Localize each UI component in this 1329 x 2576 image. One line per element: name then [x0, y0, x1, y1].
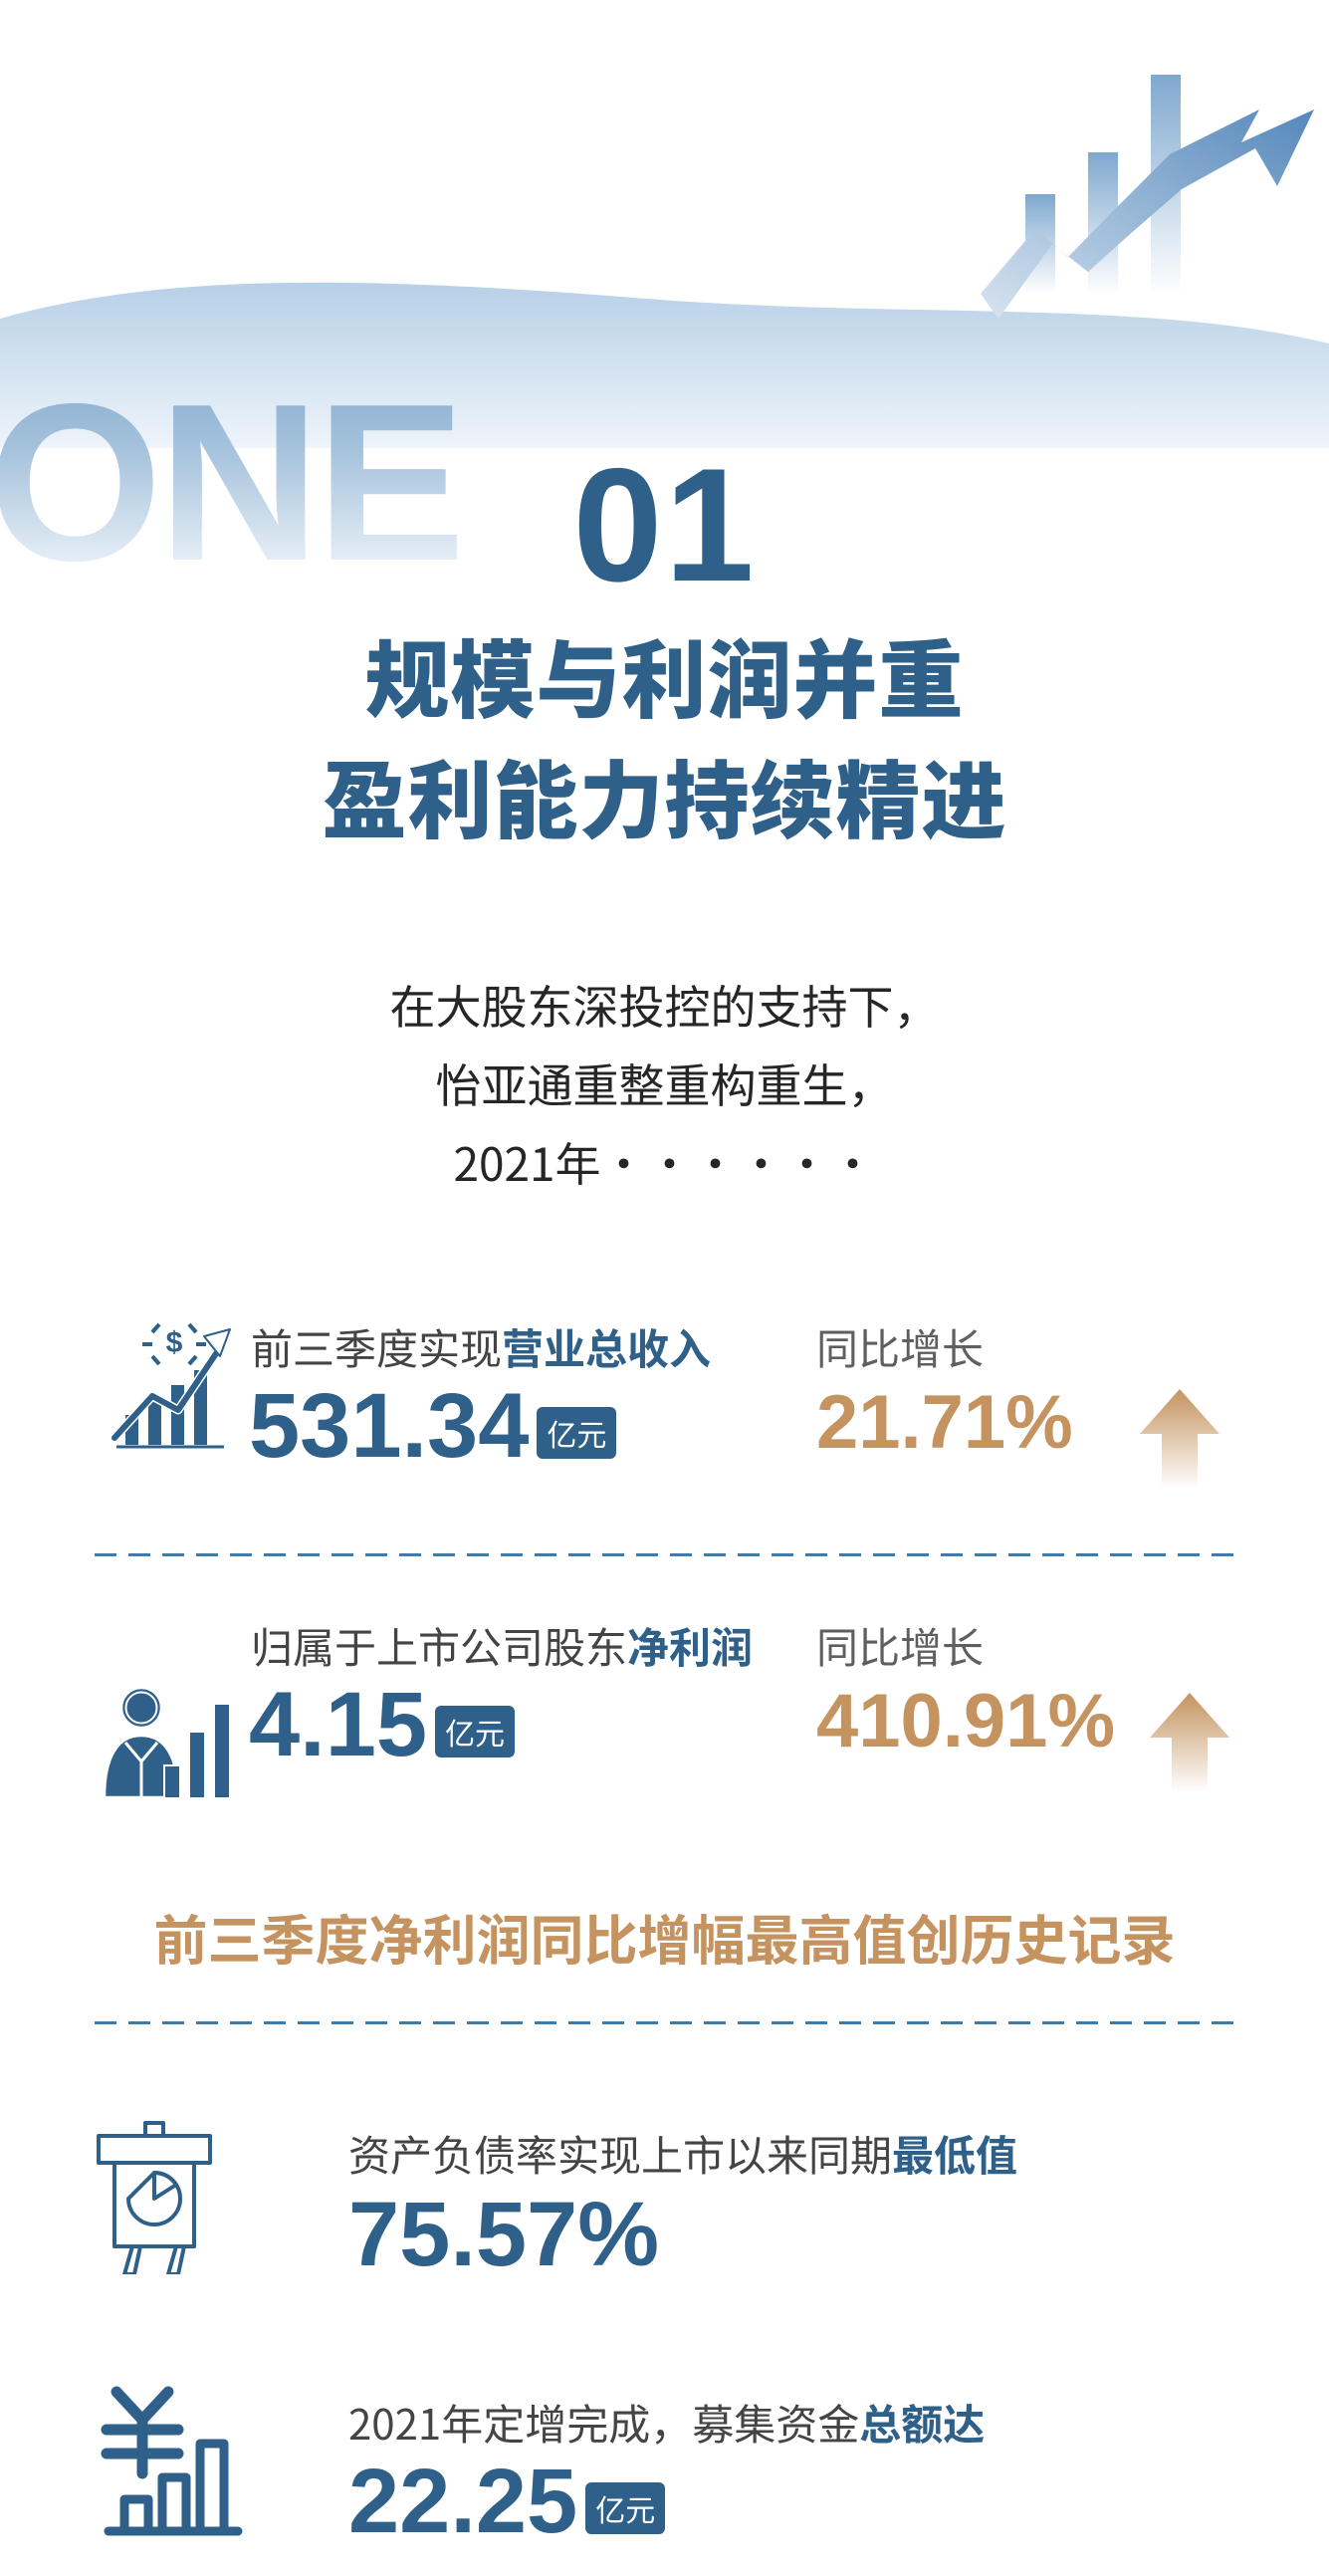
svg-text:$: $ [166, 1326, 183, 1359]
